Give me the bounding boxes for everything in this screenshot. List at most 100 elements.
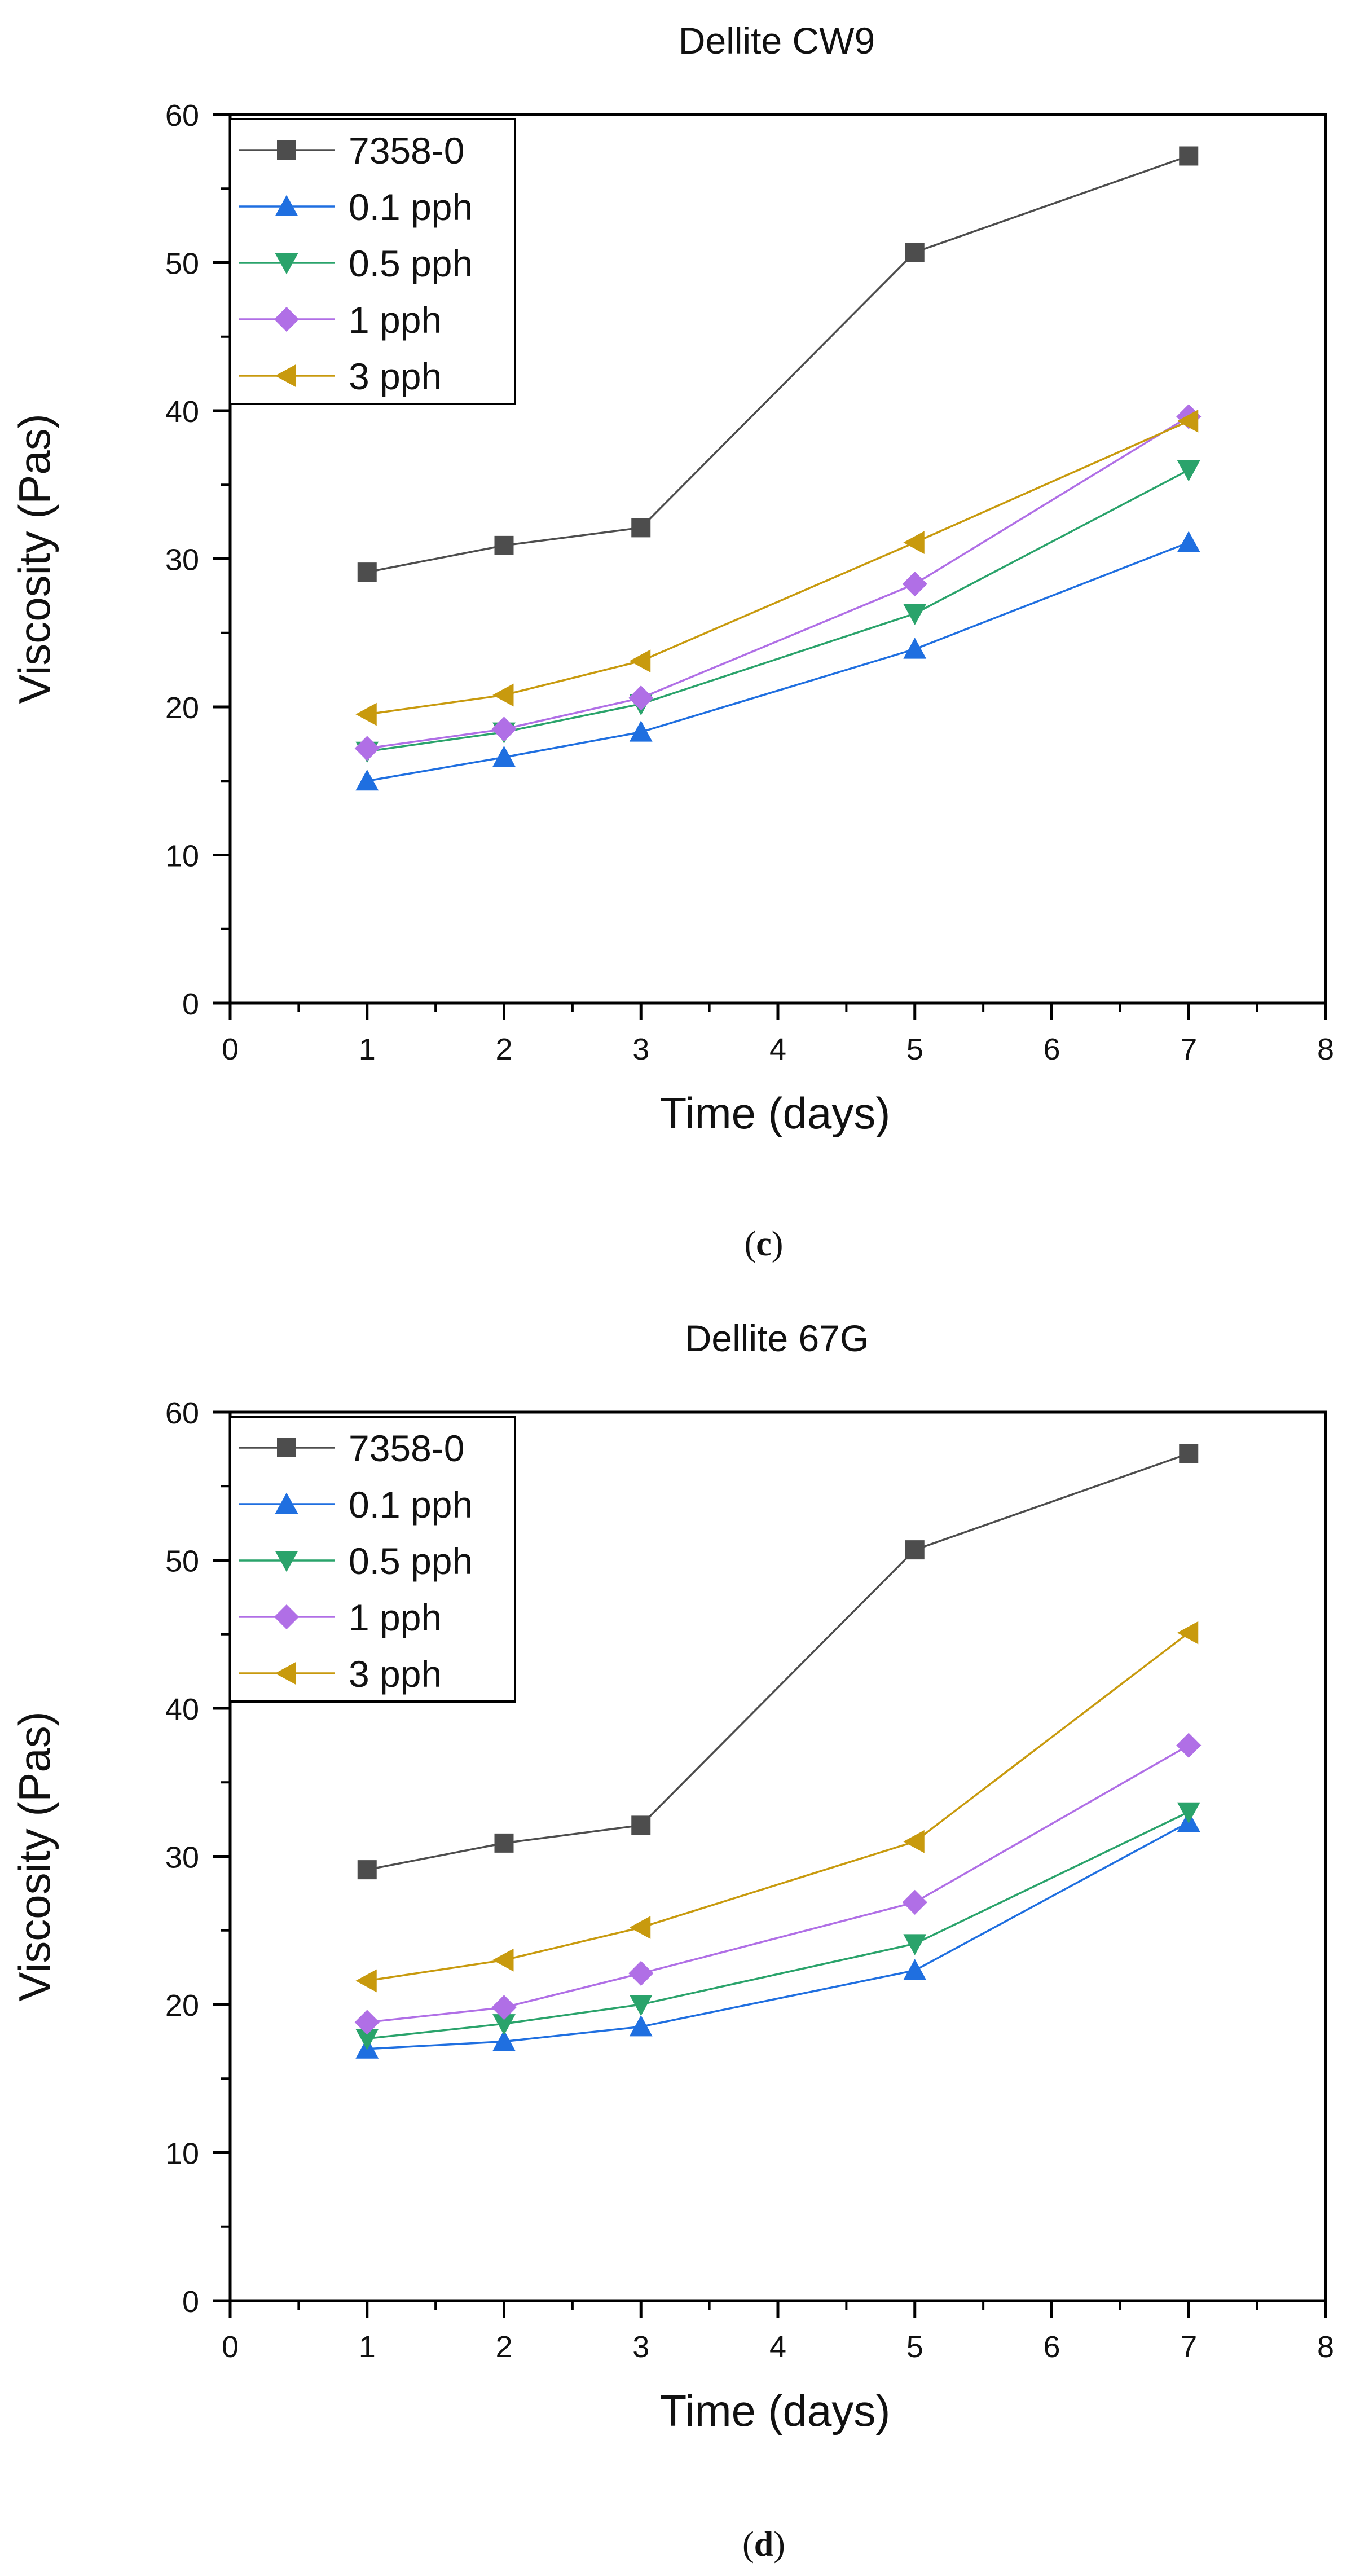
data-point	[492, 683, 514, 707]
data-point	[1177, 1621, 1199, 1645]
data-point	[491, 1995, 517, 2020]
y-tick-label: 0	[182, 987, 199, 1021]
legend-swatch-marker	[275, 1661, 296, 1685]
legend-item: 0.1 pph	[239, 186, 473, 228]
data-point	[903, 1830, 925, 1853]
legend-swatch-marker	[275, 1492, 298, 1514]
y-tick-label: 10	[165, 2137, 199, 2171]
data-point	[492, 745, 516, 767]
data-point	[905, 243, 925, 262]
series-line	[367, 416, 1190, 750]
panel-label: (c)	[745, 1225, 784, 1263]
x-axis-title: Time (days)	[660, 2386, 891, 2436]
data-point	[628, 685, 654, 711]
legend-swatch-marker	[275, 1551, 298, 1572]
data-point	[357, 562, 377, 582]
data-point	[1177, 1802, 1200, 1824]
legend-label: 0.1 pph	[349, 1484, 473, 1526]
legend-swatch-marker	[277, 140, 296, 160]
legend-swatch-marker	[277, 1438, 296, 1457]
x-tick-label: 7	[1180, 1032, 1197, 1066]
data-point	[629, 2015, 653, 2037]
data-point	[1179, 1444, 1199, 1463]
data-point	[903, 638, 927, 659]
series-7358-0	[357, 146, 1199, 582]
y-tick-label: 40	[165, 1693, 199, 1726]
x-tick-label: 4	[769, 2330, 786, 2364]
y-tick-label: 10	[165, 839, 199, 873]
data-point	[354, 736, 380, 761]
x-tick-label: 0	[222, 2330, 239, 2364]
x-tick-label: 1	[359, 2330, 376, 2364]
x-tick-label: 2	[495, 1032, 512, 1066]
x-tick-label: 0	[222, 1032, 239, 1066]
data-point	[629, 1916, 651, 1939]
series-3 pph	[355, 1621, 1199, 1993]
legend-swatch-marker	[275, 364, 296, 388]
x-tick-label: 8	[1317, 1032, 1334, 1066]
x-tick-label: 3	[632, 1032, 649, 1066]
legend-item: 0.5 pph	[239, 243, 473, 284]
data-point	[629, 1995, 653, 2016]
series-3 pph	[355, 409, 1199, 726]
series-0.1 pph	[355, 531, 1200, 791]
y-tick-label: 60	[165, 1396, 199, 1430]
legend-swatch-marker	[274, 306, 300, 332]
data-point	[629, 649, 651, 673]
legend-label: 1 pph	[349, 1597, 442, 1638]
x-tick-label: 3	[632, 2330, 649, 2364]
y-tick-label: 40	[165, 395, 199, 429]
data-point	[631, 518, 651, 538]
x-tick-label: 4	[769, 1032, 786, 1066]
data-point	[1179, 146, 1199, 166]
data-point	[631, 1815, 651, 1835]
legend-item: 3 pph	[239, 1653, 442, 1695]
data-point	[492, 1948, 514, 1972]
legend-label: 0.1 pph	[349, 186, 473, 228]
panel-label-letter: d	[754, 2525, 773, 2564]
y-axis-title: Viscosity (Pas)	[10, 1711, 59, 2001]
legend-item: 7358-0	[239, 1427, 465, 1469]
chart-title: Dellite CW9	[679, 20, 875, 61]
series-line	[367, 1821, 1190, 2050]
data-point	[1176, 1733, 1202, 1758]
y-tick-label: 0	[182, 2285, 199, 2319]
data-point	[355, 2029, 379, 2050]
legend-box	[229, 118, 516, 405]
legend-label: 3 pph	[349, 355, 442, 397]
data-point	[905, 1540, 925, 1560]
data-point	[629, 720, 653, 742]
legend: 7358-0 0.1 pph 0.5 pph 1 pph 3 pph	[229, 118, 516, 405]
panel-label-close: )	[773, 2525, 785, 2564]
series-7358-0	[357, 1444, 1199, 1880]
legend-label: 0.5 pph	[349, 1540, 473, 1582]
chart-panel-d: Dellite 67G 0 1 2 3 4 5 6 7 8 0 10 20 30 40 50 60 Time (d…	[10, 1317, 1334, 2564]
legend-box	[229, 1416, 516, 1703]
x-tick-label: 1	[359, 1032, 376, 1066]
series-0.5 pph	[355, 1802, 1200, 2050]
legend-item: 3 pph	[239, 355, 442, 397]
panel-label-open: (	[745, 1225, 756, 1263]
y-tick-label: 60	[165, 99, 199, 133]
data-point	[1177, 531, 1200, 552]
series-0.5 pph	[355, 460, 1200, 763]
data-point	[902, 572, 927, 597]
x-tick-label: 6	[1043, 1032, 1060, 1066]
legend-label: 3 pph	[349, 1653, 442, 1695]
legend-label: 1 pph	[349, 299, 442, 341]
legend-item: 0.5 pph	[239, 1540, 473, 1582]
data-point	[903, 531, 925, 555]
legend-swatch-marker	[275, 253, 298, 275]
y-axis-title: Viscosity (Pas)	[10, 414, 59, 704]
panel-label-letter: c	[756, 1225, 772, 1263]
y-tick-label: 20	[165, 691, 199, 725]
legend-item: 1 pph	[239, 299, 442, 341]
legend-swatch-marker	[274, 1604, 300, 1630]
y-tick-label: 30	[165, 543, 199, 577]
data-point	[357, 1860, 377, 1880]
data-point	[902, 1889, 927, 1915]
legend-label: 7358-0	[349, 1427, 465, 1469]
data-point	[1177, 409, 1199, 433]
panel-label-open: (	[742, 2525, 754, 2564]
